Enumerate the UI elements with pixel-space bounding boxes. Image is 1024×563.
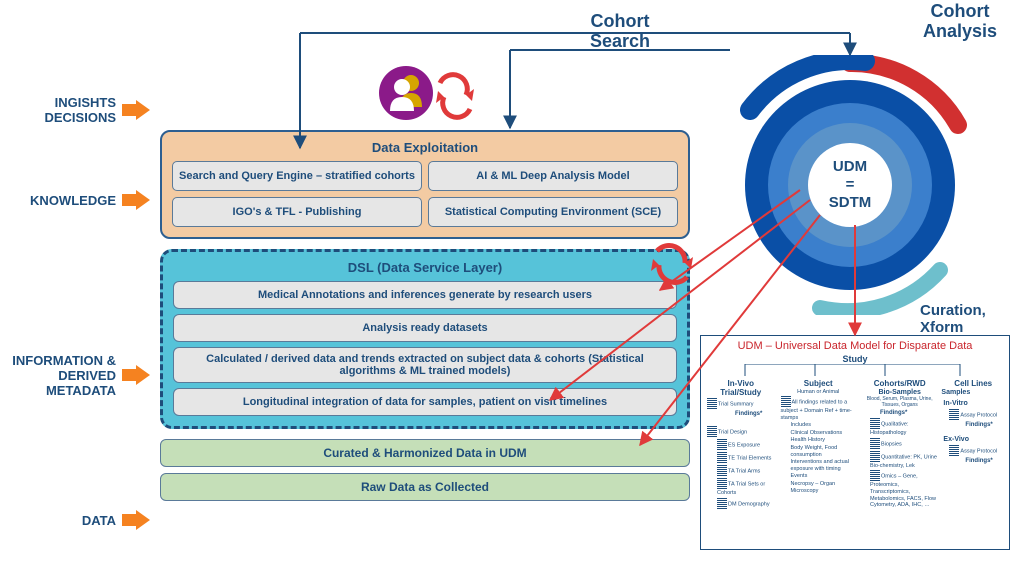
rings-center-udm: UDM bbox=[833, 158, 867, 175]
inset-study: Study bbox=[705, 354, 1005, 364]
label-cohort-analysis: Cohort Analysis bbox=[900, 2, 1020, 42]
inset-title: UDM – Universal Data Model for Disparate… bbox=[705, 340, 1005, 352]
inset-udm-diagram: UDM – Universal Data Model for Disparate… bbox=[700, 335, 1010, 550]
inset-subj-2: Clinical Observations bbox=[781, 430, 858, 437]
exploit-cell-sce: Statistical Computing Environment (SCE) bbox=[428, 197, 678, 227]
inset-td-1: TE Trial Elements bbox=[728, 456, 771, 462]
inset-subj-1: Includes bbox=[781, 422, 858, 429]
side-label-information: INFORMATION & DERIVED METADATA bbox=[0, 350, 150, 400]
dsl-row-calculated: Calculated / derived data and trends ext… bbox=[173, 347, 677, 383]
inset-findings-2: Findings bbox=[880, 410, 905, 416]
side-label-data: DATA bbox=[0, 510, 150, 530]
side-label-information-text: INFORMATION & DERIVED METADATA bbox=[12, 353, 116, 398]
inset-col4-head: Cell Lines bbox=[941, 379, 1005, 388]
arrow-right-icon bbox=[122, 350, 150, 400]
inset-col2-sub: Human or Animal bbox=[779, 389, 858, 395]
inset-td-2: TA Trial Arms bbox=[728, 469, 760, 475]
dsl-row-analysis-ready: Analysis ready datasets bbox=[173, 314, 677, 342]
side-label-data-text: DATA bbox=[82, 513, 116, 528]
label-cohort-analysis-text: Cohort Analysis bbox=[923, 1, 997, 41]
inset-exvivo: Ex-Vivo bbox=[943, 436, 1005, 444]
inset-col1: In-Vivo Trial/Study Trial Summary Findin… bbox=[705, 378, 777, 511]
inset-bio-1: Biopsies bbox=[881, 441, 902, 447]
inset-findings-1: Findings bbox=[735, 411, 760, 417]
exploit-cell-igo: IGO's & TFL - Publishing bbox=[172, 197, 422, 227]
label-cohort-search: Cohort Search bbox=[550, 12, 690, 52]
exploit-cell-aiml: AI & ML Deep Analysis Model bbox=[428, 161, 678, 191]
rings-center-label: UDM = SDTM bbox=[820, 158, 880, 212]
inset-assay-2: Assay Protocol bbox=[960, 448, 997, 454]
data-row-curated: Curated & Harmonized Data in UDM bbox=[160, 439, 690, 467]
label-curation-text: Curation, Xform bbox=[920, 302, 986, 336]
exploit-title: Data Exploitation bbox=[172, 140, 678, 155]
inset-bio-head: Bio-Samples bbox=[860, 389, 939, 396]
side-label-insights: INGISHTS DECISIONS bbox=[0, 85, 150, 135]
inset-assay-1: Assay Protocol bbox=[960, 413, 997, 419]
inset-col1-head: In-Vivo Trial/Study bbox=[705, 379, 777, 397]
data-row-raw: Raw Data as Collected bbox=[160, 473, 690, 501]
inset-subj-3: Health History bbox=[781, 437, 858, 444]
main-stack: Data Exploitation Search and Query Engin… bbox=[160, 130, 690, 507]
box-dsl: DSL (Data Service Layer) Medical Annotat… bbox=[160, 249, 690, 429]
side-label-insights-text: INGISHTS DECISIONS bbox=[44, 95, 116, 125]
exploit-cell-search: Search and Query Engine – stratified coh… bbox=[172, 161, 422, 191]
box-data-exploitation: Data Exploitation Search and Query Engin… bbox=[160, 130, 690, 239]
inset-subj-7: Necropsy – Organ Microscopy bbox=[781, 481, 858, 494]
inset-subj-0: All findings related to a subject + Doma… bbox=[781, 399, 852, 420]
inset-body: In-Vivo Trial/Study Trial Summary Findin… bbox=[705, 378, 1005, 511]
inset-invitro: In-Vitro bbox=[943, 400, 1005, 408]
inset-col3-head: Cohorts/RWD bbox=[860, 379, 939, 388]
inset-findings-3: Findings bbox=[965, 422, 990, 428]
label-curation: Curation, Xform bbox=[920, 285, 986, 336]
inset-col4: Cell Lines Samples In-Vitro Assay Protoc… bbox=[941, 378, 1005, 511]
dsl-row-longitudinal: Longitudinal integration of data for sam… bbox=[173, 388, 677, 416]
inset-trial-summary: Trial Summary bbox=[718, 401, 754, 407]
inset-findings-4: Findings bbox=[965, 458, 990, 464]
inset-col2-head: Subject bbox=[779, 379, 858, 388]
rings-center-eq: = bbox=[846, 176, 855, 193]
inset-subj-6: Events bbox=[781, 473, 858, 480]
label-cohort-search-text: Cohort Search bbox=[590, 11, 650, 51]
box-data: Curated & Harmonized Data in UDM Raw Dat… bbox=[160, 439, 690, 501]
arrow-right-icon bbox=[122, 190, 150, 210]
inset-bio-2: Quantitative: PK, Urine Bio-chemistry, L… bbox=[870, 454, 937, 469]
rings-center-sdtm: SDTM bbox=[829, 194, 872, 211]
inset-subj-5: Interventions and actual exposure with t… bbox=[781, 459, 858, 472]
inset-trial-design: Trial Design bbox=[718, 430, 747, 436]
inset-td-0: ES Exposure bbox=[728, 443, 760, 449]
arrow-right-icon bbox=[122, 85, 150, 135]
inset-col3: Cohorts/RWD Bio-Samples Blood, Serum, Pl… bbox=[860, 378, 939, 511]
arrow-right-icon bbox=[122, 510, 150, 530]
diagram-container: Cohort Search Cohort Analysis INGISHTS D… bbox=[0, 0, 1024, 563]
side-label-knowledge: KNOWLEDGE bbox=[0, 190, 150, 210]
inset-td-4: DM Demography bbox=[728, 501, 770, 507]
inset-subj-4: Body Weight, Food consumption bbox=[781, 445, 858, 458]
people-cycle-badge bbox=[378, 65, 478, 134]
dsl-row-annotations: Medical Annotations and inferences gener… bbox=[173, 281, 677, 309]
inset-samples: Samples bbox=[941, 389, 1005, 396]
dsl-title: DSL (Data Service Layer) bbox=[173, 260, 677, 275]
inset-col2: Subject Human or Animal All findings rel… bbox=[779, 378, 858, 511]
exploit-grid: Search and Query Engine – stratified coh… bbox=[172, 161, 678, 227]
inset-bio-sub: Blood, Serum, Plasma, Urine, Tissues, Or… bbox=[860, 396, 939, 408]
side-label-knowledge-text: KNOWLEDGE bbox=[30, 193, 116, 208]
